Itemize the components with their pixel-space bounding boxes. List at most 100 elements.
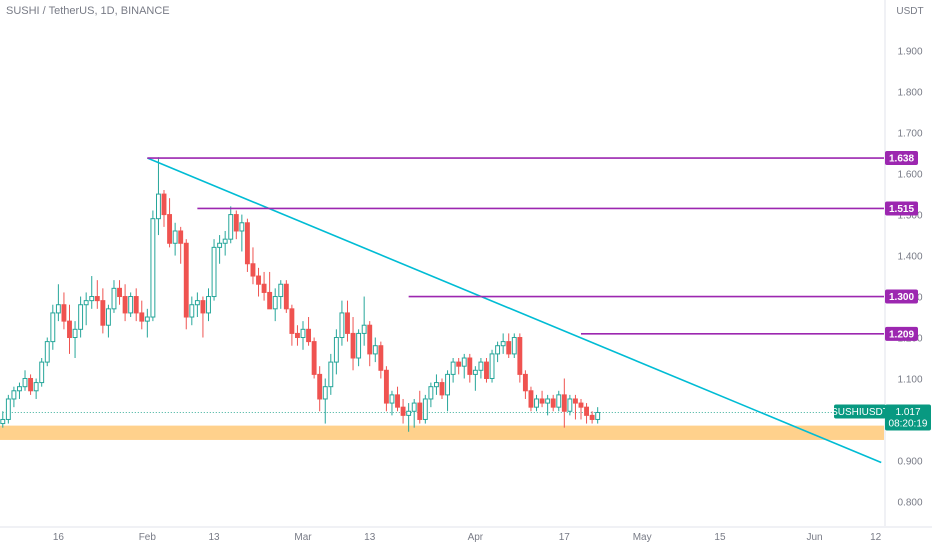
candle[interactable] xyxy=(567,394,573,416)
candle[interactable] xyxy=(333,329,339,375)
candle[interactable] xyxy=(389,390,395,416)
candle[interactable] xyxy=(200,296,206,338)
candle[interactable] xyxy=(345,300,350,342)
candle[interactable] xyxy=(534,394,539,412)
candle[interactable] xyxy=(489,349,495,383)
candle[interactable] xyxy=(361,296,367,346)
candle[interactable] xyxy=(111,280,117,313)
candle[interactable] xyxy=(83,292,89,326)
candle[interactable] xyxy=(467,353,473,383)
candle[interactable] xyxy=(395,386,400,412)
candle[interactable] xyxy=(122,284,128,322)
candle[interactable] xyxy=(267,271,273,310)
candle[interactable] xyxy=(100,288,106,334)
candle[interactable] xyxy=(283,280,289,313)
candle[interactable] xyxy=(578,398,584,420)
candle[interactable] xyxy=(55,284,61,322)
candle[interactable] xyxy=(211,239,217,301)
candle[interactable] xyxy=(139,300,145,330)
candle[interactable] xyxy=(17,382,22,399)
candle[interactable] xyxy=(595,407,601,424)
candle[interactable] xyxy=(239,214,245,252)
candle[interactable] xyxy=(183,239,189,330)
candle[interactable] xyxy=(33,378,39,399)
candle[interactable] xyxy=(411,398,417,428)
candle[interactable] xyxy=(156,157,161,236)
candle[interactable] xyxy=(472,366,478,391)
candle[interactable] xyxy=(89,276,95,309)
candle[interactable] xyxy=(206,288,211,322)
candle[interactable] xyxy=(422,394,428,424)
candle[interactable] xyxy=(428,382,434,408)
candle[interactable] xyxy=(289,304,295,346)
support-zone[interactable] xyxy=(0,425,884,440)
candle[interactable] xyxy=(94,280,100,309)
candle[interactable] xyxy=(461,353,467,379)
candle[interactable] xyxy=(311,337,317,379)
candle[interactable] xyxy=(400,398,406,424)
candle[interactable] xyxy=(511,333,517,358)
candle[interactable] xyxy=(328,353,334,395)
candle[interactable] xyxy=(589,411,595,424)
candle[interactable] xyxy=(261,271,267,301)
candle[interactable] xyxy=(133,288,139,322)
candle[interactable] xyxy=(222,230,228,256)
candle[interactable] xyxy=(417,390,423,424)
candle[interactable] xyxy=(456,358,462,375)
candle[interactable] xyxy=(561,378,567,428)
candle[interactable] xyxy=(5,394,11,424)
candle[interactable] xyxy=(450,358,456,383)
candle[interactable] xyxy=(339,300,345,346)
candle[interactable] xyxy=(539,390,545,408)
candle[interactable] xyxy=(39,358,45,387)
candle[interactable] xyxy=(572,394,578,420)
candle[interactable] xyxy=(272,288,278,322)
candle[interactable] xyxy=(150,210,156,322)
candle[interactable] xyxy=(22,370,28,391)
candle[interactable] xyxy=(144,308,150,338)
candle[interactable] xyxy=(28,374,34,395)
candle[interactable] xyxy=(172,222,178,256)
candle[interactable] xyxy=(44,337,50,367)
candle[interactable] xyxy=(367,321,373,367)
candle[interactable] xyxy=(178,226,184,264)
candle[interactable] xyxy=(67,304,72,354)
candle[interactable] xyxy=(484,358,489,383)
candle[interactable] xyxy=(495,341,501,363)
candle[interactable] xyxy=(439,378,445,399)
candle[interactable] xyxy=(244,218,250,272)
candle[interactable] xyxy=(478,358,484,379)
candle[interactable] xyxy=(0,411,6,428)
candle[interactable] xyxy=(105,304,111,338)
candle[interactable] xyxy=(545,394,551,416)
candle[interactable] xyxy=(445,370,451,412)
candle[interactable] xyxy=(167,198,173,248)
candle[interactable] xyxy=(50,304,56,350)
candle[interactable] xyxy=(550,394,556,412)
candle[interactable] xyxy=(300,321,306,350)
candle[interactable] xyxy=(228,206,234,244)
candle[interactable] xyxy=(383,366,389,412)
candle[interactable] xyxy=(317,366,323,412)
candle[interactable] xyxy=(72,321,78,358)
descending-trendline[interactable] xyxy=(147,157,882,464)
candle[interactable] xyxy=(194,292,200,318)
candle[interactable] xyxy=(506,333,512,358)
candle[interactable] xyxy=(528,386,534,412)
candle[interactable] xyxy=(217,235,223,264)
candle[interactable] xyxy=(78,296,84,338)
candle[interactable] xyxy=(406,403,412,432)
candle[interactable] xyxy=(322,378,328,424)
candle[interactable] xyxy=(356,329,362,367)
candle[interactable] xyxy=(189,296,195,326)
candle[interactable] xyxy=(278,280,284,309)
candle[interactable] xyxy=(556,390,562,412)
candle[interactable] xyxy=(378,341,384,379)
candle[interactable] xyxy=(500,333,506,354)
candle[interactable] xyxy=(61,292,67,330)
drawing-layer[interactable] xyxy=(147,157,884,464)
candle[interactable] xyxy=(584,403,589,424)
candle[interactable] xyxy=(433,374,439,395)
candle[interactable] xyxy=(517,333,523,383)
